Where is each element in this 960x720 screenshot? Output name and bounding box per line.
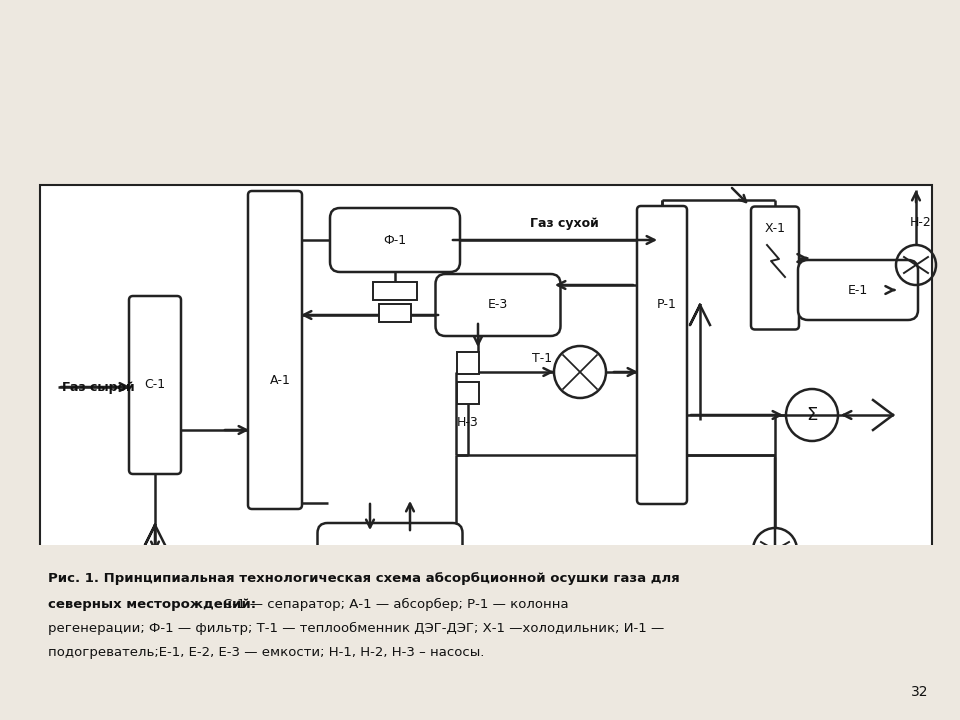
FancyBboxPatch shape — [318, 523, 463, 587]
Text: Газ сухой: Газ сухой — [530, 217, 599, 230]
Text: регенерации; Ф-1 — фильтр; Т-1 — теплообменник ДЭГ-ДЭГ; Х-1 —холодильник; И-1 —: регенерации; Ф-1 — фильтр; Т-1 — теплооб… — [48, 622, 664, 635]
FancyBboxPatch shape — [330, 208, 460, 272]
FancyBboxPatch shape — [436, 274, 561, 336]
Text: Е-1: Е-1 — [848, 284, 868, 297]
Bar — [379, 304, 411, 322]
Text: северных месторождений:: северных месторождений: — [48, 598, 256, 611]
Text: Е-3: Е-3 — [488, 299, 508, 312]
Text: Газ сырой: Газ сырой — [62, 380, 134, 394]
Text: Е-2: Е-2 — [380, 549, 400, 562]
Bar — [457, 382, 479, 404]
FancyBboxPatch shape — [248, 191, 302, 509]
Text: Р-1: Р-1 — [657, 299, 677, 312]
Text: Т-1: Т-1 — [532, 351, 552, 364]
Bar — [457, 352, 479, 374]
Text: Σ: Σ — [806, 406, 818, 424]
Text: 32: 32 — [911, 685, 928, 699]
Text: С-1: С-1 — [144, 379, 165, 392]
Text: Н-3: Н-3 — [457, 415, 479, 428]
Text: Рис. 1. Принципиальная технологическая схема абсорбционной осушки газа для: Рис. 1. Принципиальная технологическая с… — [48, 572, 680, 585]
Text: С-1 — сепаратор; А-1 — абсорбер; Р-1 — колонна: С-1 — сепаратор; А-1 — абсорбер; Р-1 — к… — [223, 598, 568, 611]
Text: Н-1: Н-1 — [769, 583, 791, 596]
FancyBboxPatch shape — [798, 260, 918, 320]
FancyBboxPatch shape — [637, 206, 687, 504]
FancyBboxPatch shape — [751, 207, 799, 330]
Text: Х-1: Х-1 — [764, 222, 785, 235]
Bar — [40, 185, 932, 662]
Text: Н-2: Н-2 — [910, 217, 932, 230]
Text: Ф-1: Ф-1 — [383, 233, 407, 246]
FancyBboxPatch shape — [129, 296, 181, 474]
Text: А-1: А-1 — [270, 374, 291, 387]
Text: подогреватель;Е-1, Е-2, Е-3 — емкости; Н-1, Н-2, Н-3 – насосы.: подогреватель;Е-1, Е-2, Е-3 — емкости; Н… — [48, 646, 485, 659]
Bar — [373, 282, 417, 300]
Bar — [0, 545, 960, 720]
